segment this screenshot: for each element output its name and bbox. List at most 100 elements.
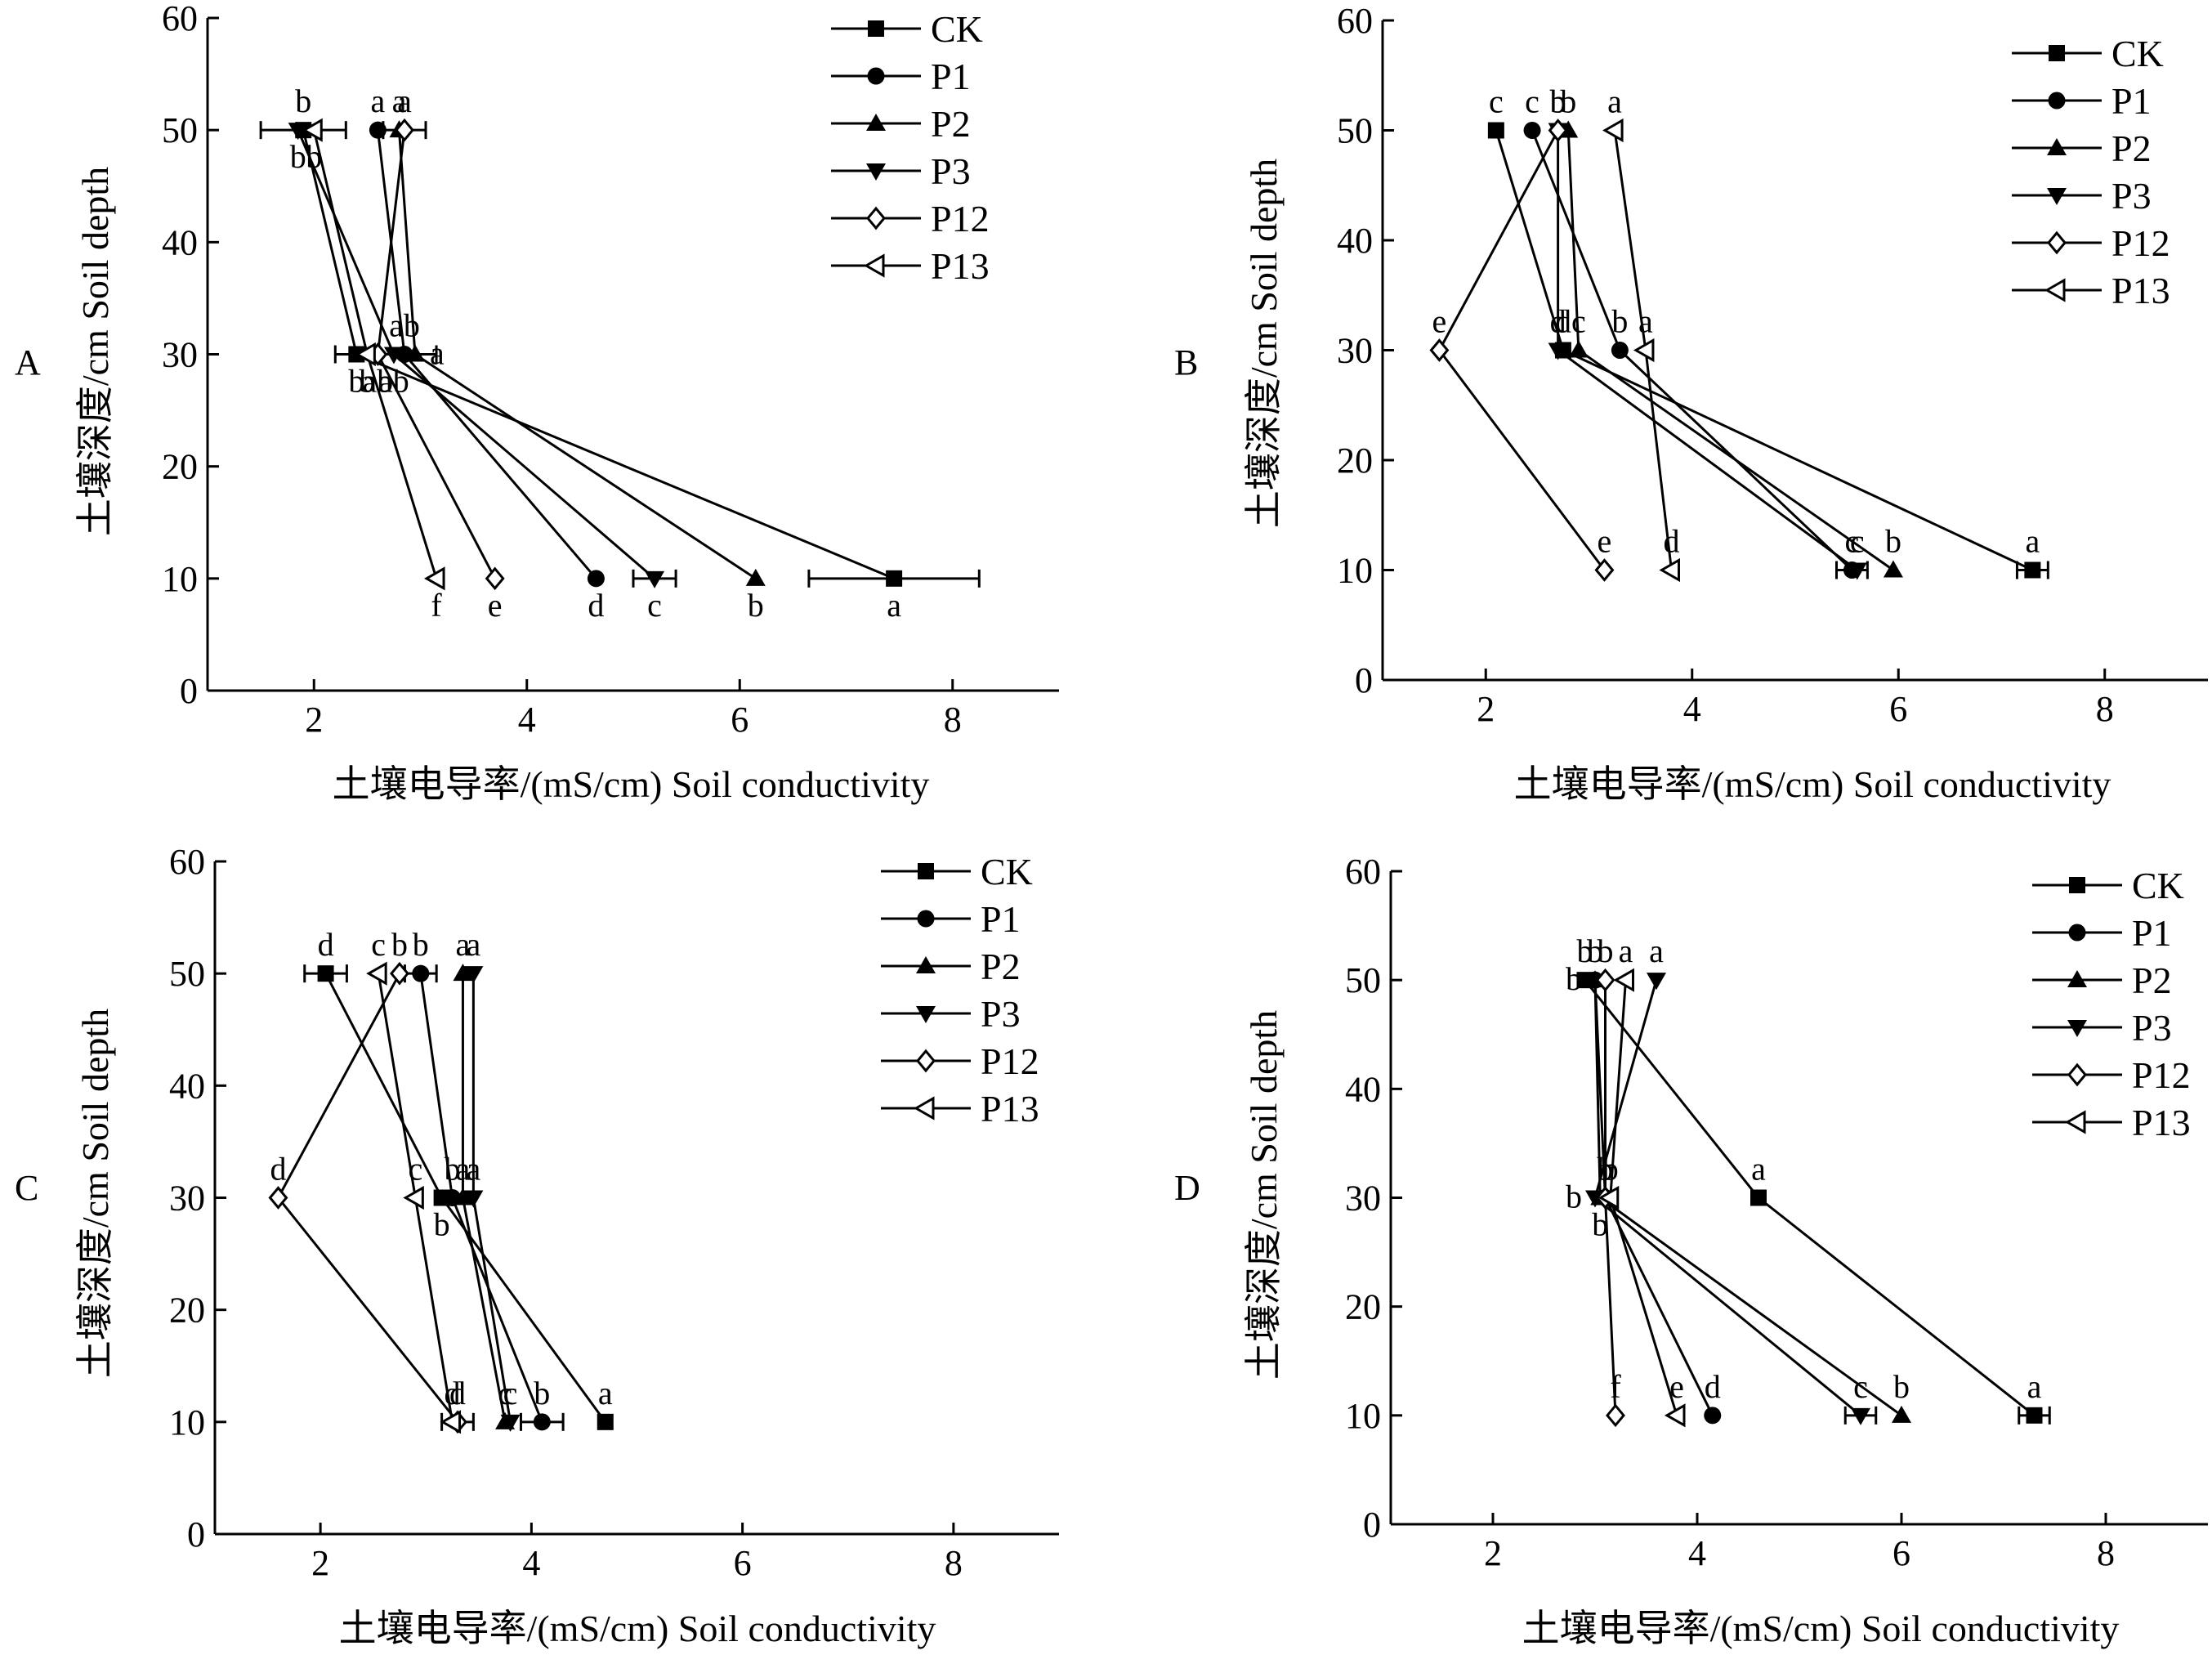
data-point bbox=[1429, 338, 1450, 362]
significance-label: b bbox=[434, 1206, 450, 1243]
y-tick-label: 60 bbox=[1345, 852, 1381, 892]
significance-label: a bbox=[2027, 1368, 2042, 1405]
x-tick-label: 4 bbox=[518, 700, 536, 740]
y-tick-label: 60 bbox=[162, 0, 198, 38]
significance-label: a bbox=[466, 1151, 480, 1188]
data-point bbox=[2024, 561, 2041, 579]
y-tick-label: 0 bbox=[187, 1514, 205, 1554]
x-tick-label: 4 bbox=[1688, 1533, 1706, 1573]
y-tick-label: 50 bbox=[162, 110, 198, 150]
significance-label: a bbox=[887, 587, 901, 624]
legend-item-CK: CK bbox=[2032, 865, 2184, 906]
significance-label: b bbox=[413, 926, 429, 963]
significance-label: a bbox=[2025, 523, 2040, 560]
legend-marker bbox=[2068, 924, 2086, 942]
data-point bbox=[485, 566, 505, 591]
legend: CK P1 P2 P3 P12 P13 bbox=[2032, 865, 2191, 1143]
data-point bbox=[2026, 1407, 2043, 1424]
data-point bbox=[1847, 562, 1867, 580]
panel-label: B bbox=[1174, 342, 1198, 382]
data-point bbox=[366, 961, 387, 986]
legend-marker bbox=[2044, 278, 2066, 302]
series-P12: bbf bbox=[1595, 933, 1625, 1428]
x-axis-title: 土壤电导率/(mS/cm) Soil conductivity bbox=[1514, 763, 2111, 805]
legend-label: P12 bbox=[931, 198, 990, 239]
significance-label: c bbox=[408, 1151, 422, 1188]
y-tick-label: 10 bbox=[162, 559, 198, 599]
legend-marker bbox=[2067, 970, 2087, 987]
significance-label: b bbox=[1550, 83, 1566, 120]
data-point bbox=[587, 570, 605, 588]
legend-label: P12 bbox=[981, 1040, 1039, 1082]
legend-label: P2 bbox=[2132, 959, 2172, 1001]
significance-label: b bbox=[359, 363, 375, 400]
y-tick-label: 30 bbox=[1337, 331, 1373, 371]
x-tick-label: 6 bbox=[734, 1543, 752, 1583]
x-tick-label: 8 bbox=[944, 700, 962, 740]
significance-label: c bbox=[1850, 523, 1865, 560]
y-axis-title: 土壤深度/cm Soil depth bbox=[74, 1009, 116, 1378]
data-point bbox=[1568, 340, 1589, 358]
legend-label: CK bbox=[2111, 33, 2164, 74]
significance-label: d bbox=[270, 1151, 286, 1188]
y-tick-label: 0 bbox=[1363, 1505, 1381, 1545]
data-point bbox=[288, 123, 308, 141]
significance-label: e bbox=[488, 587, 503, 624]
significance-label: b bbox=[1885, 523, 1901, 560]
data-point bbox=[383, 347, 404, 365]
legend-marker bbox=[866, 206, 886, 230]
legend-item-P13: P13 bbox=[831, 245, 990, 287]
significance-label: a bbox=[598, 1375, 613, 1411]
significance-label: a bbox=[1607, 83, 1622, 120]
data-point bbox=[1602, 118, 1624, 143]
x-tick-label: 6 bbox=[1892, 1533, 1910, 1573]
y-tick-label: 10 bbox=[1337, 551, 1373, 591]
x-axis-title: 土壤电导率/(mS/cm) Soil conductivity bbox=[333, 763, 930, 805]
y-tick-label: 50 bbox=[169, 954, 205, 994]
data-point bbox=[453, 964, 473, 982]
legend-item-P3: P3 bbox=[2012, 175, 2152, 217]
series-P13: bbf bbox=[302, 118, 445, 624]
legend-label: P2 bbox=[981, 946, 1021, 987]
data-point bbox=[645, 570, 665, 588]
y-tick-label: 40 bbox=[1337, 221, 1373, 261]
significance-label: b bbox=[1566, 1179, 1582, 1215]
data-point bbox=[1548, 119, 1568, 142]
significance-label: d bbox=[1550, 303, 1566, 340]
significance-label: a bbox=[1638, 303, 1653, 340]
data-point bbox=[1704, 1407, 1722, 1425]
series-P2: aab bbox=[389, 83, 766, 624]
data-point bbox=[886, 570, 903, 587]
legend-label: P1 bbox=[2111, 80, 2152, 122]
significance-label: a bbox=[430, 335, 445, 372]
data-point bbox=[463, 966, 484, 984]
legend-marker bbox=[866, 114, 886, 131]
significance-label: b bbox=[748, 587, 764, 624]
series-P13: a a d bbox=[1602, 83, 1680, 583]
series-line bbox=[1593, 980, 1902, 1417]
data-point bbox=[390, 961, 409, 986]
legend-label: P13 bbox=[931, 245, 990, 287]
significance-label: d bbox=[1705, 1368, 1721, 1405]
significance-label: a bbox=[1619, 933, 1633, 969]
x-tick-label: 8 bbox=[2096, 689, 2114, 729]
significance-label: b bbox=[1602, 1151, 1619, 1188]
y-tick-label: 50 bbox=[1337, 111, 1373, 151]
x-tick-label: 6 bbox=[731, 700, 749, 740]
significance-label: a bbox=[1751, 1151, 1766, 1188]
legend-marker bbox=[2047, 230, 2067, 255]
significance-label: c bbox=[1853, 1368, 1868, 1405]
legend-marker bbox=[2047, 188, 2067, 205]
panel-label: D bbox=[1174, 1168, 1200, 1208]
data-point bbox=[1598, 1185, 1620, 1210]
legend-item-P2: P2 bbox=[2012, 127, 2152, 169]
legend-label: P12 bbox=[2111, 222, 2170, 264]
y-tick-label: 30 bbox=[1345, 1179, 1381, 1219]
y-tick-label: 60 bbox=[169, 842, 205, 882]
data-point bbox=[1664, 1403, 1686, 1428]
legend-marker bbox=[2048, 92, 2066, 110]
y-tick-label: 50 bbox=[1345, 960, 1381, 1000]
